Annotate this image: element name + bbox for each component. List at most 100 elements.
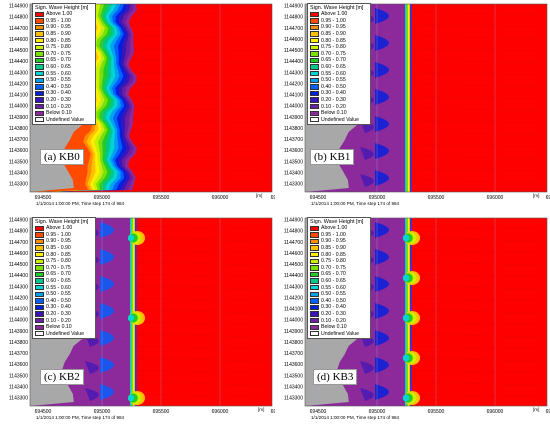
legend-item: 0.50 - 0.55: [35, 77, 93, 84]
x-tick-label: 695500: [428, 409, 445, 415]
legend-item: Undefined Value: [35, 331, 93, 338]
wave-direction-line: [129, 143, 269, 148]
y-tick-label: 1144700: [284, 240, 303, 246]
legend-swatch: [310, 232, 319, 238]
y-tick-label: 1144000: [9, 318, 28, 324]
height-contour: [100, 303, 114, 319]
x-tick-label: 696500: [271, 195, 275, 201]
legend-label: 0.50 - 0.55: [46, 77, 71, 84]
y-tick-label: 1143400: [284, 384, 303, 390]
y-tick-label: 1144700: [284, 26, 303, 32]
time-caption: 1/1/2014 1:00:00 PM, Time step 174 of 98…: [311, 201, 400, 206]
y-tick-label: 1144900: [284, 4, 303, 10]
x-tick-label: 695000: [369, 195, 386, 201]
legend-label: 0.90 - 0.95: [46, 238, 71, 245]
y-tick-label: 1144800: [284, 229, 303, 235]
wave-direction-line: [404, 249, 544, 254]
panel-label-kb3: (d) KB3: [313, 369, 358, 385]
legend-label: 0.55 - 0.60: [321, 284, 346, 291]
breakwater-gradient: [406, 218, 409, 406]
plot-frame: [29, 217, 273, 407]
legend-swatch: [310, 110, 319, 116]
legend-label: Below 0.10: [321, 110, 347, 117]
legend-item: Below 0.10: [310, 110, 368, 117]
legend-item: 0.55 - 0.60: [35, 284, 93, 291]
legend-item: Below 0.10: [310, 324, 368, 331]
legend-item: Above 1.00: [310, 225, 368, 232]
height-contour: [375, 8, 389, 24]
legend-swatch: [310, 70, 319, 77]
y-tick-label: 1143800: [284, 340, 303, 346]
legend-label: 0.10 - 0.20: [321, 103, 346, 110]
legend-swatch: [310, 331, 319, 337]
legend-label: 0.20 - 0.30: [46, 311, 71, 318]
legend-swatch: [35, 90, 44, 97]
legend-swatch: [310, 44, 319, 50]
wave-direction-line: [404, 333, 544, 338]
legend-swatch: [310, 225, 319, 231]
legend-label: Above 1.00: [321, 11, 348, 18]
y-tick-label: 1143400: [9, 384, 28, 390]
legend-swatch: [35, 225, 44, 231]
legend-swatch: [310, 245, 319, 251]
time-caption: 1/1/2014 1:00:00 PM, Time step 174 of 98…: [36, 201, 125, 206]
legend-item: Above 1.00: [310, 11, 368, 18]
y-tick-label: 1144800: [284, 15, 303, 21]
wave-direction-line: [129, 131, 269, 136]
legend-swatch: [35, 271, 44, 278]
wave-direction-line: [404, 345, 544, 350]
legend-swatch: [35, 324, 44, 330]
legend-swatch: [310, 278, 319, 284]
legend-label: 0.65 - 0.70: [321, 57, 346, 64]
legend-title: Sign. Wave Height [m]: [310, 219, 364, 225]
wave-direction-line: [129, 35, 269, 40]
x-tick-label: 695500: [153, 409, 170, 415]
y-tick-label: 1143400: [9, 170, 28, 176]
height-contour: [375, 357, 389, 373]
height-contour: [100, 249, 114, 265]
legend-swatch: [310, 265, 319, 271]
y-tick-label: 1143700: [9, 351, 28, 357]
legend-swatch: [35, 278, 44, 284]
x-tick-label: 694500: [310, 409, 327, 415]
legend-swatch: [35, 70, 44, 77]
wave-direction-line: [404, 225, 544, 230]
breakwater-gradient: [406, 4, 409, 192]
legend-label: 0.10 - 0.20: [321, 317, 346, 324]
legend-label: 0.40 - 0.50: [321, 297, 346, 304]
plot-frame: [304, 3, 548, 193]
legend-label: 0.40 - 0.50: [321, 83, 346, 90]
legend-label: 0.90 - 0.95: [321, 238, 346, 245]
legend-item: 0.10 - 0.20: [310, 317, 368, 324]
height-contour: [375, 330, 389, 346]
legend-label: 0.95 - 1.00: [46, 17, 71, 24]
legend-item: 0.90 - 0.95: [35, 238, 93, 245]
panel-label-kb2: (c) KB2: [40, 369, 84, 385]
legend-item: 0.80 - 0.85: [310, 37, 368, 44]
legend-title: Sign. Wave Height [m]: [310, 5, 364, 11]
legend-label: Above 1.00: [46, 11, 73, 18]
breakwater-gradient: [408, 4, 410, 192]
legend-swatch: [35, 24, 44, 31]
legend-swatch: [310, 317, 319, 324]
y-tick-label: 1144600: [9, 37, 28, 43]
panel-kb2: 1144900 1144800 1144700 1144600 1144500 11444…: [0, 214, 275, 428]
y-tick-label: 1143600: [284, 148, 303, 154]
breakwater-gradient: [405, 4, 407, 192]
wave-direction-line: [404, 119, 544, 124]
y-tick-label: 1144600: [9, 251, 28, 257]
wave-direction-line: [129, 309, 269, 314]
legend-swatch: [310, 298, 319, 304]
legend-label: Undefined Value: [46, 116, 84, 123]
legend-swatch: [310, 304, 319, 311]
wave-direction-line: [404, 167, 544, 172]
legend-label: Above 1.00: [46, 225, 73, 232]
wave-direction-line: [129, 345, 269, 350]
legend-kb0: Sign. Wave Height [m] Above 1.00 0.95 - 1…: [32, 3, 96, 126]
y-tick-label: 1144100: [9, 93, 28, 99]
legend-item: 0.75 - 0.80: [35, 44, 93, 51]
legend-swatch: [35, 117, 44, 123]
legend-swatch: [35, 103, 44, 110]
wave-direction-line: [404, 155, 544, 160]
legend-item: 0.70 - 0.75: [310, 265, 368, 272]
